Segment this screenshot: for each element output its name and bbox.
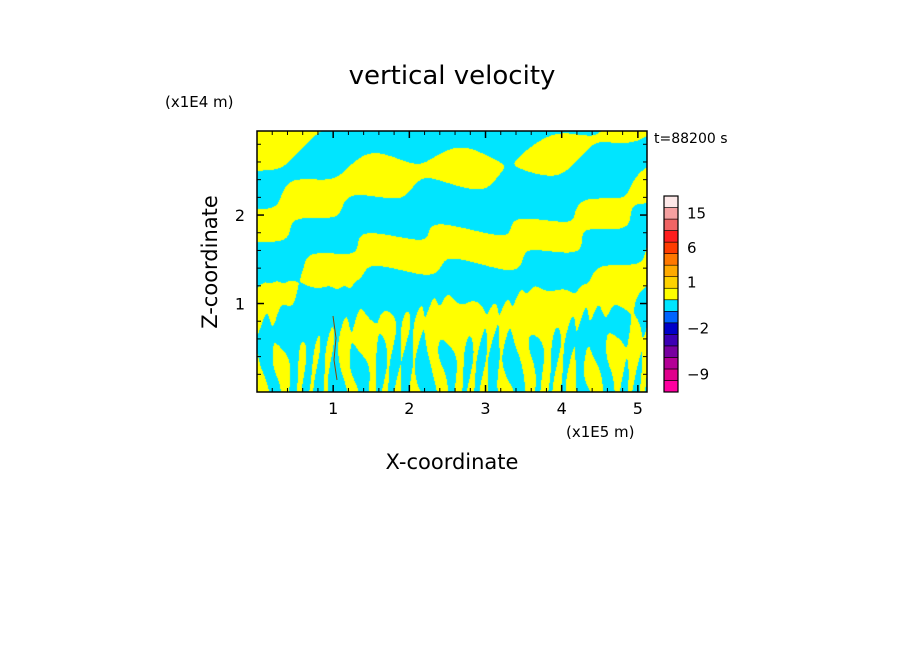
colorbar: 15 6 1 −2 −9 xyxy=(663,195,709,393)
colorbar-cell xyxy=(663,253,679,266)
colorbar-cell xyxy=(663,195,679,208)
velocity-field-image xyxy=(257,131,647,392)
colorbar-cell xyxy=(663,207,679,220)
colorbar-cell xyxy=(663,368,679,381)
colorbar-cell xyxy=(663,322,679,335)
colorbar-cell xyxy=(663,380,679,393)
colorbar-cell xyxy=(663,230,679,243)
colorbar-tick-label: 15 xyxy=(687,204,706,222)
colorbar-cell xyxy=(663,299,679,312)
chart-title: vertical velocity xyxy=(349,61,556,91)
x-tick-label: 2 xyxy=(404,399,414,418)
x-axis-label: X-coordinate xyxy=(386,450,519,474)
colorbar-tick-label: 1 xyxy=(687,273,697,291)
colorbar-tick-label: −9 xyxy=(687,366,709,384)
y-tick-label: 2 xyxy=(235,206,245,225)
contour-detail xyxy=(332,315,338,381)
y-axis: 12 xyxy=(235,143,647,375)
colorbar-cell xyxy=(663,345,679,358)
y-axis-label: Z-coordinate xyxy=(198,195,222,329)
time-label: t=88200 s xyxy=(654,131,728,147)
colorbar-cell xyxy=(663,310,679,324)
colorbar-cell xyxy=(663,287,679,301)
x-tick-label: 1 xyxy=(328,399,338,418)
x-tick-label: 5 xyxy=(633,399,643,418)
velocity-field xyxy=(257,131,647,392)
colorbar-tick-label: 6 xyxy=(687,239,697,257)
colorbar-cell xyxy=(663,276,679,289)
colorbar-cell xyxy=(663,241,679,254)
x-axis: 1 2 3 4 5 xyxy=(271,131,643,418)
x-unit-label: (x1E5 m) xyxy=(566,423,635,441)
colorbar-cell xyxy=(663,357,679,370)
plot-frame xyxy=(256,130,648,393)
colorbar-frame xyxy=(663,195,679,393)
colorbar-cell xyxy=(663,264,679,278)
x-tick-label: 4 xyxy=(557,399,567,418)
x-tick-label: 3 xyxy=(480,399,490,418)
y-tick-label: 1 xyxy=(235,295,245,314)
y-unit-label: (x1E4 m) xyxy=(165,93,234,111)
colorbar-cell xyxy=(663,334,679,347)
colorbar-tick-label: −2 xyxy=(687,320,709,338)
colorbar-cell xyxy=(663,218,679,231)
